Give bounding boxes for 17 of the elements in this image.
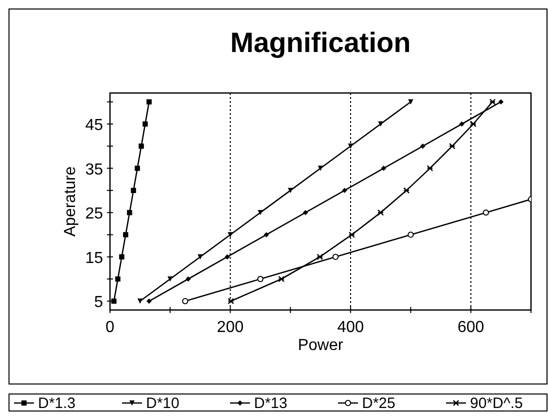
y-tick-label: 25 (85, 206, 104, 223)
legend-label: D*13 (254, 395, 288, 412)
legend-label: D*10 (146, 395, 180, 412)
y-tick-label: 15 (85, 250, 104, 267)
legend-label: D*25 (362, 395, 396, 412)
y-tick-label: 5 (94, 294, 104, 312)
y-axis-title: Aperature (62, 166, 79, 237)
y-tick-label: 45 (85, 117, 104, 134)
x-axis-title: Power (298, 337, 344, 354)
y-tick-label: 35 (85, 161, 104, 178)
x-tick-label: 600 (458, 319, 484, 336)
legend-label: D*1.3 (38, 395, 76, 412)
x-tick-label: 400 (337, 319, 364, 336)
chart-title: Magnification (230, 27, 411, 58)
x-tick-label: 200 (216, 319, 244, 336)
legend-label: 90*D^.5 (470, 395, 523, 412)
x-tick-label: 0 (106, 319, 115, 336)
